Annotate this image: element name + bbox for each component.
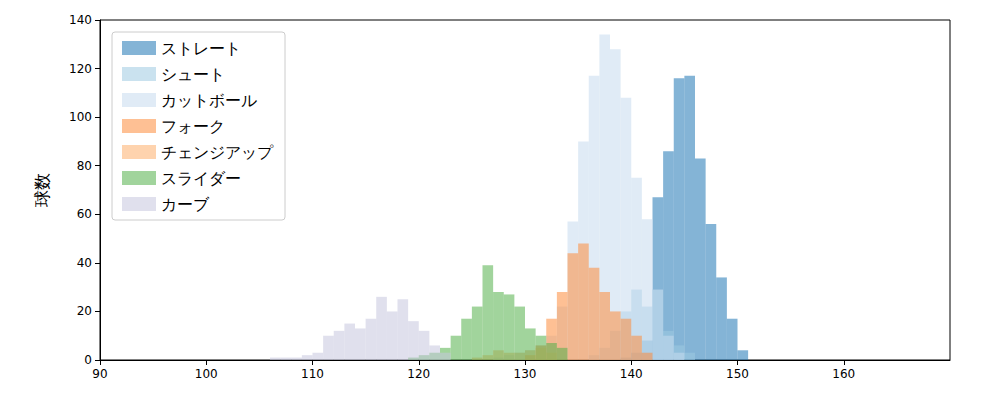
svg-text:150: 150 [726,367,749,381]
svg-text:20: 20 [77,304,92,318]
svg-text:60: 60 [77,207,92,221]
svg-text:40: 40 [77,256,92,270]
svg-text:140: 140 [620,367,643,381]
svg-text:160: 160 [832,367,855,381]
svg-text:120: 120 [69,62,92,76]
svg-text:80: 80 [77,159,92,173]
svg-text:110: 110 [301,367,324,381]
svg-text:0: 0 [84,353,92,367]
svg-text:シュート: シュート [161,65,225,84]
svg-text:球数: 球数 [32,173,52,207]
svg-text:チェンジアップ: チェンジアップ [161,143,274,162]
svg-text:90: 90 [92,367,107,381]
svg-text:140: 140 [69,13,92,27]
svg-text:100: 100 [195,367,218,381]
svg-text:カーブ: カーブ [161,195,210,214]
svg-text:スライダー: スライダー [161,169,241,188]
svg-text:ストレート: ストレート [161,39,241,58]
svg-text:100: 100 [69,110,92,124]
svg-text:120: 120 [407,367,430,381]
svg-text:130: 130 [514,367,537,381]
svg-text:フォーク: フォーク [161,117,225,136]
svg-text:カットボール: カットボール [161,91,257,110]
